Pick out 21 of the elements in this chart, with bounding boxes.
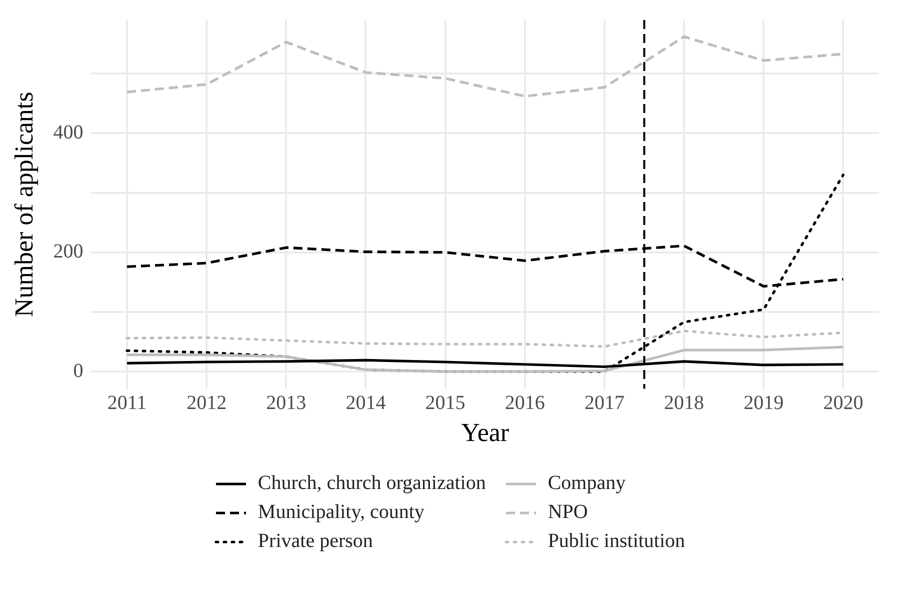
x-tick-label: 2012 <box>186 392 227 414</box>
x-tick-label: 2020 <box>823 392 864 414</box>
x-tick-label: 2019 <box>744 392 784 414</box>
x-tick-label: 2015 <box>425 392 466 414</box>
x-tick-label: 2014 <box>346 392 386 414</box>
legend-label: Public institution <box>548 530 686 553</box>
x-tick-label: 2016 <box>504 392 545 414</box>
x-tick-label: 2017 <box>584 392 624 414</box>
legend-label: Private person <box>258 530 373 553</box>
legend-label: Municipality, county <box>258 501 424 524</box>
x-tick-label: 2018 <box>664 392 704 414</box>
y-tick-label: 400 <box>53 121 84 144</box>
x-tick-label: 2011 <box>107 392 147 414</box>
y-tick-label: 0 <box>73 360 84 382</box>
y-axis-title: Number of applicants <box>9 92 38 318</box>
legend-label: NPO <box>548 501 588 524</box>
legend-label: Church, church organization <box>258 472 486 495</box>
y-tick-label: 200 <box>53 240 84 263</box>
x-tick-label: 2013 <box>266 392 306 414</box>
x-axis-title: Year <box>461 418 510 448</box>
legend-label: Company <box>548 472 626 495</box>
